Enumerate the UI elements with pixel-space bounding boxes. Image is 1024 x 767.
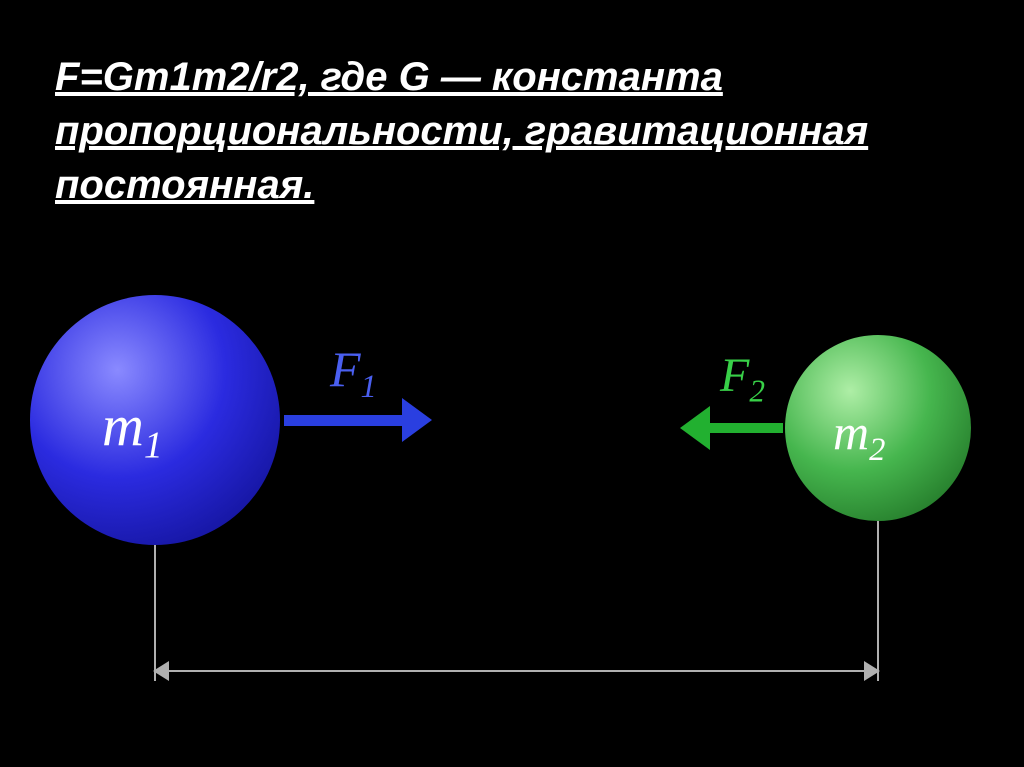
distance-arrowhead-left-icon bbox=[153, 661, 169, 681]
mass-1-label: m1 bbox=[102, 392, 163, 468]
page-title: F=Gm1m2/r2, где G — константа пропорцион… bbox=[55, 50, 955, 212]
force-1-arrow-label: F1 bbox=[330, 340, 377, 406]
force-2-arrow-head-icon bbox=[680, 406, 710, 450]
force-2-arrow-shaft bbox=[710, 423, 783, 433]
distance-arrowhead-right-icon bbox=[864, 661, 880, 681]
mass-2-label: m2 bbox=[833, 403, 885, 469]
force-1-arrow-head-icon bbox=[402, 398, 432, 442]
force-1-arrow-shaft bbox=[284, 415, 402, 426]
distance-line bbox=[167, 670, 866, 672]
distance-drop-right bbox=[877, 521, 879, 681]
force-2-arrow-label: F2 bbox=[720, 348, 765, 410]
